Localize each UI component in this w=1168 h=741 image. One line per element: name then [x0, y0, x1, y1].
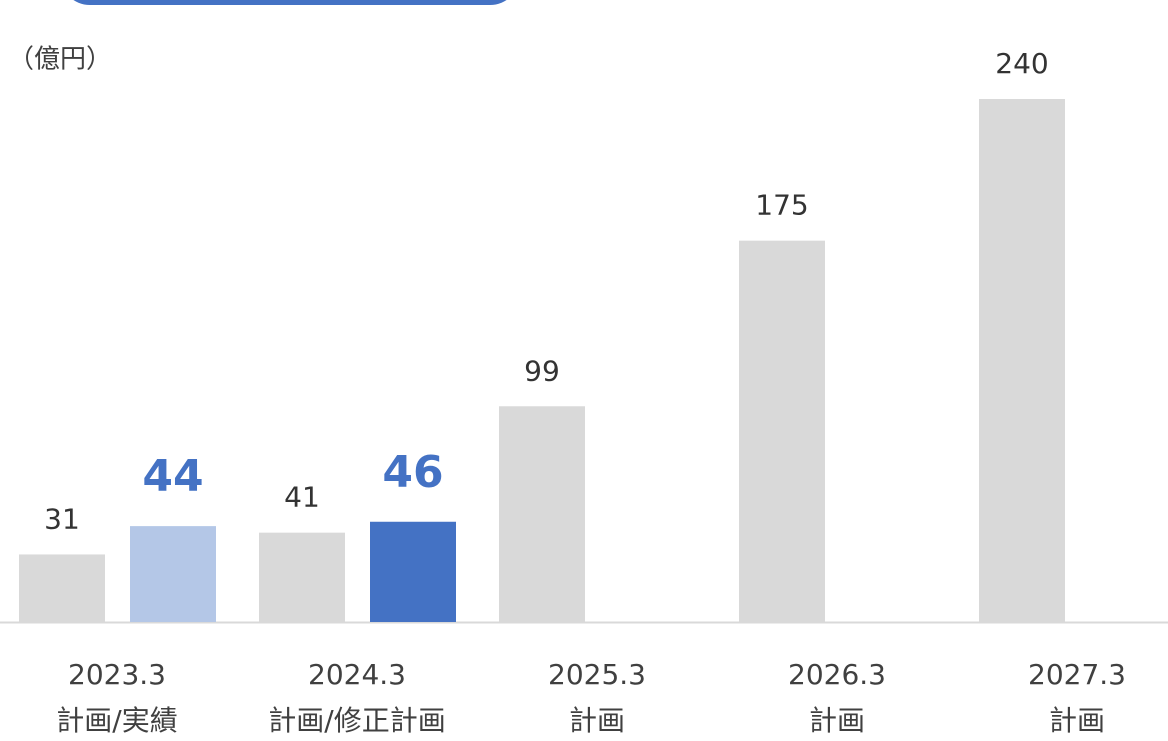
value-label: 99 [524, 354, 560, 387]
bar [370, 521, 456, 622]
x-tick-sublabel: 計画/修正計画 [268, 704, 445, 737]
x-tick-label: 2026.3 [788, 658, 886, 691]
value-label: 44 [142, 451, 203, 502]
bar [19, 554, 105, 622]
bar [739, 240, 825, 623]
x-tick-label: 2027.3 [1028, 658, 1126, 691]
unit-label: （億円） [8, 45, 112, 75]
value-label: 240 [995, 47, 1048, 80]
bar [979, 99, 1065, 622]
value-label: 31 [44, 502, 80, 535]
header-tab [73, 0, 507, 5]
x-tick-label: 2023.3 [68, 658, 166, 691]
value-label: 175 [755, 189, 808, 222]
value-label: 41 [284, 481, 320, 514]
bar [130, 526, 216, 622]
value-label: 46 [382, 447, 443, 498]
x-tick-label: 2024.3 [308, 658, 406, 691]
x-tick-sublabel: 計画 [1049, 704, 1105, 737]
x-tick-sublabel: 計画 [569, 704, 625, 737]
x-tick-label: 2025.3 [548, 658, 646, 691]
bar [499, 406, 585, 622]
x-tick-sublabel: 計画/実績 [56, 704, 177, 737]
bar [259, 532, 345, 622]
x-tick-sublabel: 計画 [809, 704, 865, 737]
